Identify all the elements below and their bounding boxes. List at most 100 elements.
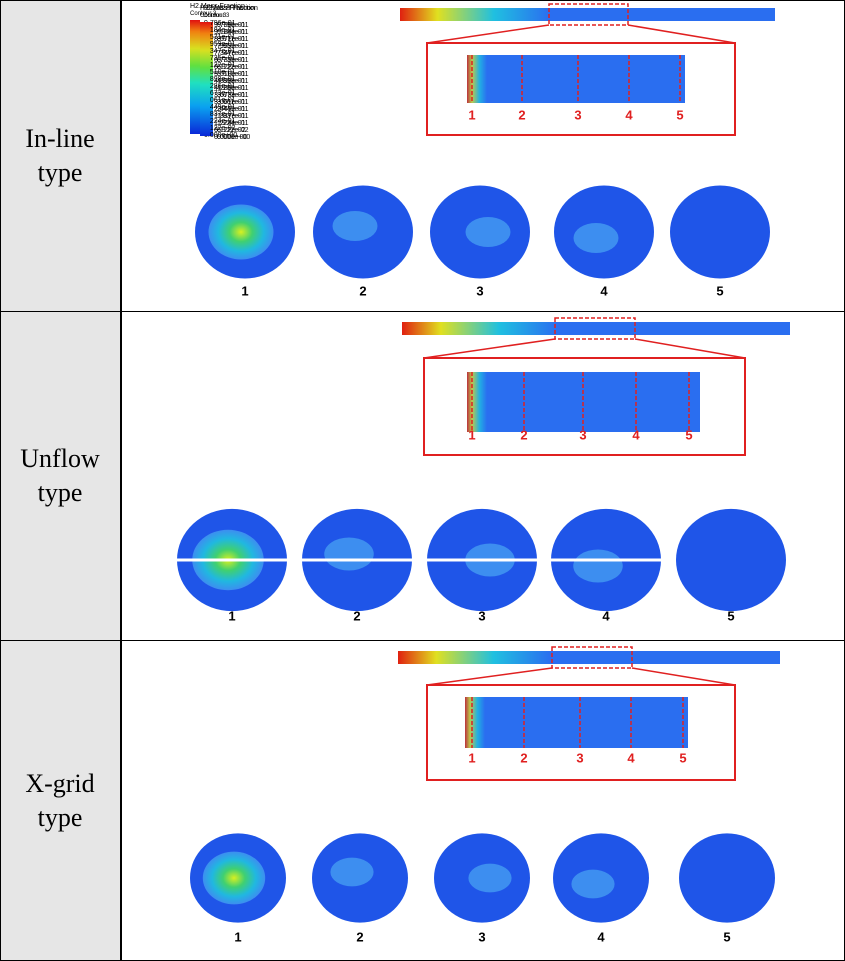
legend-tick-label: 6.122e-02	[204, 125, 236, 132]
channel	[402, 322, 790, 335]
legend-tick-label: 3.061e-01	[214, 99, 246, 106]
legend-tick-label: 4.286e-01	[217, 85, 249, 92]
legend-title: H2.Mass Fraction	[200, 5, 255, 12]
mixing-zone	[573, 223, 619, 253]
zoom-link	[627, 24, 736, 44]
contour-inlet	[467, 55, 517, 103]
cross-section-label: 3	[478, 929, 485, 944]
legend-tick-label: 1.224e-01	[217, 120, 249, 127]
cross-section-label: 4	[600, 283, 608, 298]
legend-tick-label: 5.510e-01	[214, 71, 246, 78]
mixing-zone	[324, 537, 374, 571]
legend-tick-label: 1.837e-01	[204, 111, 236, 118]
cross-section-label: 3	[476, 283, 483, 298]
section-label: 1	[468, 750, 475, 765]
legend-tick-label: 0.000e+00	[204, 132, 237, 139]
legend-subtitle: Contour 3	[200, 13, 227, 19]
legend-tick-label: 6.122e-01	[214, 64, 246, 71]
mixing-zone	[332, 211, 378, 241]
colorbar	[190, 20, 200, 134]
row-label: Unflow type	[0, 312, 121, 641]
legend-tick-label: 9.796e-01	[214, 22, 246, 29]
legend-subtitle: Contour 3	[203, 13, 230, 19]
section-label: 4	[627, 750, 635, 765]
legend-tick-label: 4.898e-01	[204, 76, 236, 83]
section-label: 3	[576, 750, 583, 765]
legend-tick-label: 8.571e-01	[214, 36, 246, 43]
mixing-zone	[330, 857, 374, 887]
cross-section	[676, 508, 786, 612]
hydrogen-core	[208, 204, 274, 260]
cross-section	[679, 833, 775, 923]
legend-tick-label: 5.510e-01	[204, 69, 236, 76]
legend-tick-label: 0.000e+00	[217, 134, 250, 141]
section-label: 2	[520, 750, 527, 765]
zoom-region	[554, 317, 636, 340]
legend-tick-label: 1.224e-01	[214, 120, 246, 127]
grid-plate	[427, 558, 537, 562]
channel	[398, 651, 780, 664]
legend-tick-label: 7.347e-01	[214, 50, 246, 57]
legend-tick-label: 1.224e-01	[204, 118, 236, 125]
grid-plate	[177, 558, 287, 562]
zoom-region	[551, 646, 633, 669]
legend-tick-label: 3.061e-01	[217, 99, 249, 106]
legend-tick-label: 3.673e-01	[204, 90, 236, 97]
legend-tick-label: 4.286e-01	[214, 85, 246, 92]
section-label: 4	[632, 427, 640, 442]
legend-tick-label: 7.347e-01	[217, 50, 249, 57]
zoom-link	[423, 338, 556, 359]
section-label: 4	[625, 107, 633, 122]
row-label: In-line type	[0, 0, 121, 312]
section-label: 2	[520, 427, 527, 442]
legend-tick-label: 4.898e-01	[214, 78, 246, 85]
zoom-link	[634, 338, 746, 359]
legend-tick-label: 2.449e-01	[204, 104, 236, 111]
legend-tick-label: 6.735e-01	[217, 57, 249, 64]
legend-tick-label: 9.184e-01	[214, 29, 246, 36]
legend-tick-label: 1.837e-01	[217, 113, 249, 120]
section-label: 5	[676, 107, 683, 122]
colorbar	[200, 22, 210, 136]
cross-section-label: 1	[241, 283, 248, 298]
legend-tick-label: 6.122e-01	[217, 64, 249, 71]
legend-tick-label: 3.673e-01	[217, 92, 249, 99]
section-label: 1	[468, 107, 475, 122]
section-label: 5	[679, 750, 686, 765]
legend-tick-label: 6.122e-02	[217, 127, 249, 134]
zoom-link	[426, 667, 553, 686]
section-label: 2	[518, 107, 525, 122]
cross-section-label: 4	[597, 929, 605, 944]
legend-tick-label: 6.122e-01	[204, 62, 236, 69]
legend-tick-label: 7.959e-01	[217, 43, 249, 50]
legend-tick-label: 6.122e-02	[214, 127, 246, 134]
cross-section-label: 1	[228, 608, 235, 623]
legend-tick-label: 9.796e-01	[204, 20, 236, 27]
grid-plate	[551, 558, 661, 562]
legend-title: H2.Mass Fraction	[203, 5, 258, 12]
legend-tick-label: 4.898e-01	[217, 78, 249, 85]
channel	[400, 8, 775, 21]
contour-inlet	[465, 697, 515, 748]
legend-tick-label: 1.837e-01	[214, 113, 246, 120]
legend-tick-label: 7.347e-01	[204, 48, 236, 55]
legend-tick-label: 8.571e-01	[204, 34, 236, 41]
section-label: 3	[574, 107, 581, 122]
legend-tick-label: 5.510e-01	[217, 71, 249, 78]
legend-tick-label: 6.735e-01	[204, 55, 236, 62]
legend-tick-label: 7.959e-01	[204, 41, 236, 48]
legend-tick-label: 9.796e-01	[217, 22, 249, 29]
mixing-zone	[465, 217, 511, 247]
mixing-zone	[571, 869, 615, 899]
section-label: 3	[579, 427, 586, 442]
legend-tick-label: 2.449e-01	[217, 106, 249, 113]
zoom-link	[426, 24, 550, 44]
cross-section-label: 1	[234, 929, 241, 944]
grid-plate	[302, 558, 412, 562]
cross-section-label: 2	[356, 929, 363, 944]
cross-section-label: 5	[727, 608, 734, 623]
contour-inlet	[467, 372, 517, 432]
